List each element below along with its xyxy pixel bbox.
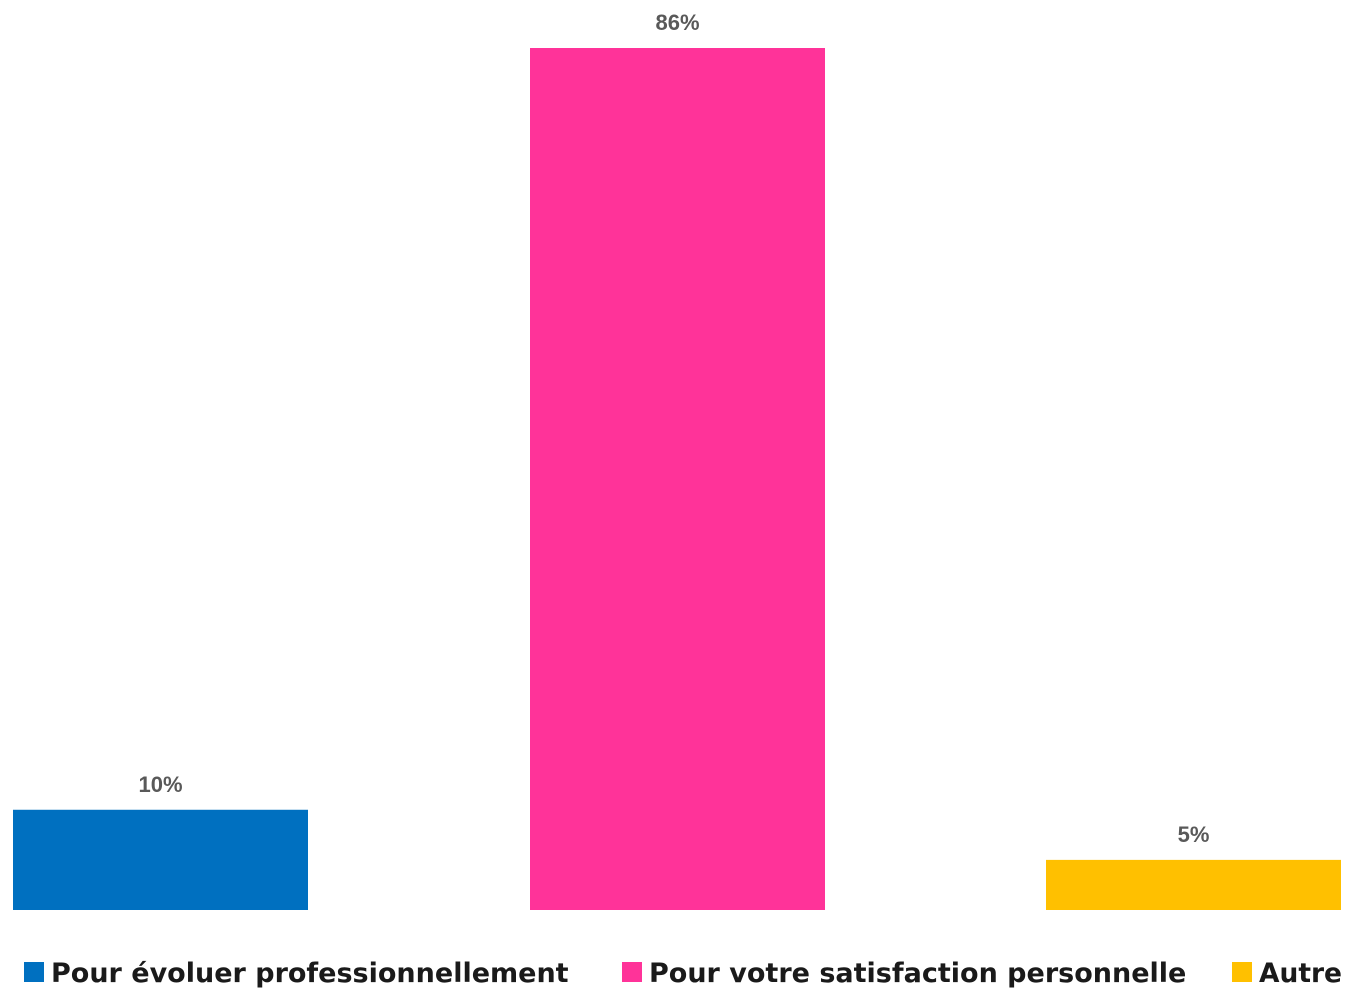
legend-label-autre: Autre	[1259, 958, 1342, 988]
bar-pour-votre-satisfaction-personnelle	[530, 48, 825, 910]
bar-pour-evoluer-professionnellement	[13, 809, 308, 910]
legend-label-pour-votre-satisfaction-personnelle: Pour votre satisfaction personnelle	[649, 958, 1186, 988]
bars-group	[13, 48, 1341, 910]
legend-swatch-autre	[1232, 962, 1252, 982]
data-label-autre: 5%	[1178, 822, 1210, 847]
legend-item-pour-evoluer-professionnellement: Pour évoluer professionnellement	[24, 958, 569, 988]
legend-swatch-pour-votre-satisfaction-personnelle	[622, 962, 642, 982]
legend-item-autre: Autre	[1232, 958, 1342, 988]
legend-swatch-pour-evoluer-professionnellement	[24, 962, 44, 982]
legend-item-pour-votre-satisfaction-personnelle: Pour votre satisfaction personnelle	[622, 958, 1186, 988]
legend: Pour évoluer professionnellement Pour vot…	[24, 958, 1342, 988]
data-labels-group: 10% 86% 5%	[138, 10, 1209, 847]
legend-label-pour-evoluer-professionnellement: Pour évoluer professionnellement	[51, 958, 569, 988]
data-label-pour-votre-satisfaction-personnelle: 86%	[655, 10, 699, 35]
bar-autre	[1046, 859, 1341, 910]
data-label-pour-evoluer-professionnellement: 10%	[138, 772, 182, 797]
